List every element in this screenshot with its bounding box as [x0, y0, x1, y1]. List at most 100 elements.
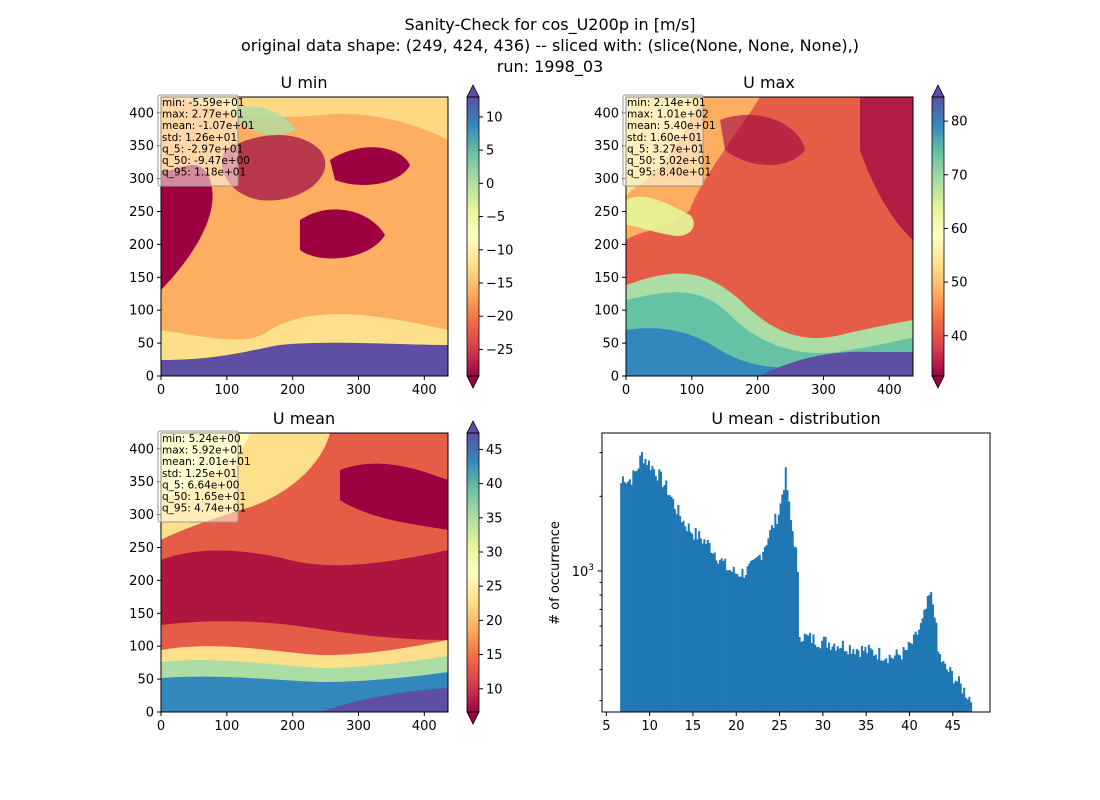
colorbar-frame — [466, 96, 480, 377]
histogram-bar — [951, 671, 954, 712]
histogram-bar — [878, 647, 881, 712]
histogram-bar — [654, 476, 657, 712]
histogram-bar — [926, 595, 929, 712]
histogram-bar — [642, 463, 645, 712]
histogram-bar — [838, 648, 841, 712]
histogram-bar — [660, 471, 663, 712]
histogram-bar — [661, 487, 664, 712]
axes-u-mean: 0 100 200 300 400 0 50 100 150 200 250 300 350 400 — [129, 432, 449, 734]
colorbar-extend-max — [931, 84, 945, 98]
histogram-bar — [689, 531, 692, 712]
colorbar-tick-label: 40 — [951, 329, 968, 344]
histogram-bar — [736, 573, 739, 712]
y-tick-label: 200 — [594, 238, 619, 253]
histogram-bar — [937, 651, 940, 712]
panel-title-u-mean-distribution: U mean - distribution — [711, 409, 880, 428]
histogram-bar — [944, 663, 947, 712]
histogram-bar — [867, 644, 870, 712]
histogram-bar — [625, 483, 628, 712]
heatmap-region — [860, 97, 913, 240]
histogram-bar — [767, 538, 770, 712]
histogram-bar — [812, 634, 815, 712]
histogram-bar — [881, 661, 884, 712]
histogram-bar — [883, 659, 886, 712]
heatmap-region — [161, 550, 448, 640]
y-tick-label: 250 — [129, 541, 154, 556]
x-tick-label: 400 — [412, 719, 437, 734]
histogram-bar — [760, 560, 763, 712]
stats-line: max: 5.92e+01 — [162, 445, 244, 457]
y-tick-label: 350 — [129, 475, 154, 490]
x-tick-label: 0 — [622, 383, 630, 398]
x-tick-label: 30 — [815, 719, 832, 734]
histogram-bar — [904, 649, 907, 712]
histogram-bar — [786, 490, 789, 712]
stats-line: q_95: 4.74e+01 — [162, 503, 246, 515]
y-tick-label: 100 — [594, 304, 619, 319]
colorbar-gradient — [932, 97, 944, 376]
y-tick-label: 350 — [129, 139, 154, 154]
histogram-bar — [696, 539, 699, 712]
histogram-bar — [912, 634, 915, 712]
stats-line: q_5: 6.64e+00 — [162, 479, 239, 491]
histogram-bar — [656, 480, 659, 712]
histogram-bar — [848, 645, 851, 712]
histogram-bar — [919, 622, 922, 712]
histogram-bar — [845, 651, 848, 712]
histogram-bar — [857, 650, 860, 712]
histogram-bar — [724, 558, 727, 712]
colorbar-tick-label: 15 — [486, 648, 503, 663]
histogram-bar — [850, 653, 853, 712]
histogram-bar — [949, 667, 952, 712]
y-tick-label: 250 — [594, 205, 619, 220]
histogram-bar — [718, 560, 721, 712]
stats-line: q_5: -2.97e+01 — [162, 143, 243, 155]
histogram-bar — [847, 654, 850, 712]
histogram-bar — [620, 483, 623, 712]
x-tick-label: 300 — [811, 383, 836, 398]
colorbar-tick-label: −20 — [486, 310, 513, 325]
histogram-bar — [945, 669, 948, 712]
histogram-bar — [743, 577, 746, 712]
colorbar-tick-label: 20 — [486, 614, 503, 629]
histogram-bar — [803, 633, 806, 712]
histogram-bar — [911, 644, 914, 712]
histogram-bar — [677, 504, 680, 712]
histogram-bar — [783, 490, 786, 712]
y-tick-label: 50 — [137, 673, 154, 688]
histogram-bar — [923, 609, 926, 712]
histogram-bar — [751, 560, 754, 712]
heatmap-region — [230, 106, 295, 135]
axes-frame — [625, 96, 914, 377]
colorbar-tick-label: 70 — [951, 168, 968, 183]
histogram-bar — [628, 479, 631, 712]
histogram-bar — [802, 640, 805, 712]
colorbar-tick-label: 40 — [486, 477, 503, 492]
histogram-bar — [634, 471, 637, 712]
stats-box-background — [157, 94, 239, 187]
y-tick-label: 300 — [594, 172, 619, 187]
x-tick-label: 400 — [412, 383, 437, 398]
heatmap-region — [340, 463, 448, 530]
y-tick-label: 400 — [129, 442, 154, 457]
colorbar-frame — [466, 432, 480, 713]
y-tick-label: 0 — [146, 706, 154, 721]
histogram-bar — [663, 484, 666, 712]
stats-line: min: -5.59e+01 — [162, 97, 244, 109]
histogram-bar — [781, 494, 784, 712]
histogram-bar — [873, 655, 876, 712]
histogram-bar — [964, 697, 967, 712]
histogram-bar — [715, 560, 718, 712]
histogram-bar — [833, 643, 836, 712]
histogram-bar — [748, 563, 751, 712]
histogram-bar — [961, 693, 964, 712]
histogram-bar — [687, 523, 690, 712]
histogram-bar — [769, 530, 772, 712]
y-tick-label: 50 — [137, 337, 154, 352]
histogram-bar — [627, 481, 630, 712]
histogram-bar — [653, 469, 656, 712]
histogram-bar — [710, 552, 713, 712]
histogram-bar — [876, 659, 879, 712]
stats-line: max: 1.01e+02 — [627, 109, 709, 121]
x-tick-label: 0 — [157, 719, 165, 734]
